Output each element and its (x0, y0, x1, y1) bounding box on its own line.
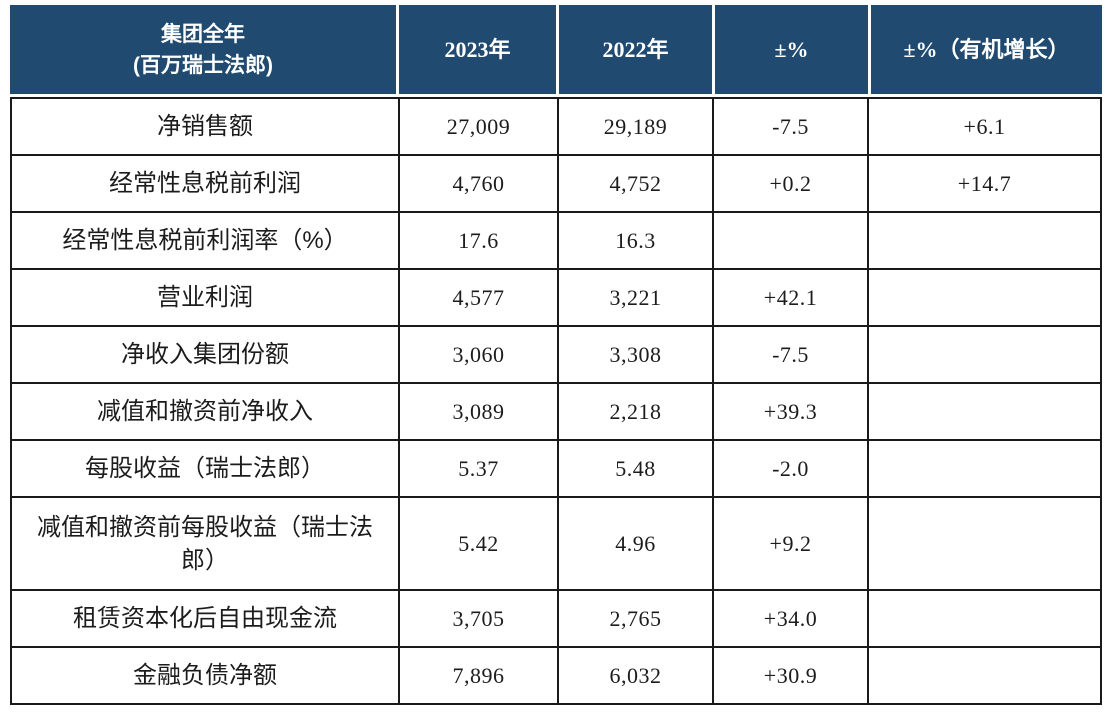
value-organic-pct (869, 270, 1100, 325)
value-2023: 4,760 (400, 156, 557, 211)
value-organic-pct (869, 498, 1100, 589)
header-cell-organic-pct: ±%（有机增长） (871, 5, 1102, 94)
value-change-pct: +42.1 (714, 270, 867, 325)
value-2022: 3,308 (559, 327, 712, 382)
value-2022: 2,765 (559, 591, 712, 646)
row-label-eps-before-impairment: 减值和撤资前每股收益（瑞士法郎） (12, 498, 398, 589)
value-organic-pct (869, 384, 1100, 439)
value-2023: 3,060 (400, 327, 557, 382)
row-label-net-income-group-share: 净收入集团份额 (12, 327, 398, 382)
value-change-pct (714, 213, 867, 268)
value-2022: 4,752 (559, 156, 712, 211)
value-2023: 5.42 (400, 498, 557, 589)
value-2022: 5.48 (559, 441, 712, 496)
value-change-pct: -7.5 (714, 99, 867, 154)
value-change-pct: -7.5 (714, 327, 867, 382)
value-2022: 3,221 (559, 270, 712, 325)
header-cell-change-pct: ±% (715, 5, 868, 94)
row-label-eps: 每股收益（瑞士法郎） (12, 441, 398, 496)
value-organic-pct: +14.7 (869, 156, 1100, 211)
value-change-pct: +9.2 (714, 498, 867, 589)
value-2022: 6,032 (559, 648, 712, 703)
value-organic-pct (869, 327, 1100, 382)
header-cell-2022: 2022年 (559, 5, 712, 94)
value-organic-pct (869, 648, 1100, 703)
value-2023: 3,089 (400, 384, 557, 439)
value-change-pct: +34.0 (714, 591, 867, 646)
table-body: 净销售额 27,009 29,189 -7.5 +6.1 经常性息税前利润 4,… (10, 97, 1102, 705)
table-header-row: 集团全年 (百万瑞士法郎) 2023年 2022年 ±% ±%（有机增长） (10, 5, 1102, 94)
value-2023: 27,009 (400, 99, 557, 154)
row-label-recurring-ebit: 经常性息税前利润 (12, 156, 398, 211)
row-label-net-financial-debt: 金融负债净额 (12, 648, 398, 703)
value-organic-pct (869, 591, 1100, 646)
value-2023: 4,577 (400, 270, 557, 325)
value-organic-pct (869, 213, 1100, 268)
value-2022: 4.96 (559, 498, 712, 589)
value-2023: 3,705 (400, 591, 557, 646)
row-label-net-sales: 净销售额 (12, 99, 398, 154)
value-change-pct: -2.0 (714, 441, 867, 496)
value-organic-pct: +6.1 (869, 99, 1100, 154)
row-label-free-cash-flow: 租赁资本化后自由现金流 (12, 591, 398, 646)
value-2022: 16.3 (559, 213, 712, 268)
header-cell-group-title: 集团全年 (百万瑞士法郎) (10, 5, 396, 94)
value-2022: 29,189 (559, 99, 712, 154)
value-2023: 7,896 (400, 648, 557, 703)
value-2023: 5.37 (400, 441, 557, 496)
value-change-pct: +39.3 (714, 384, 867, 439)
value-organic-pct (869, 441, 1100, 496)
value-2023: 17.6 (400, 213, 557, 268)
value-2022: 2,218 (559, 384, 712, 439)
row-label-operating-profit: 营业利润 (12, 270, 398, 325)
value-change-pct: +30.9 (714, 648, 867, 703)
row-label-net-income-before-impairment: 减值和撤资前净收入 (12, 384, 398, 439)
header-cell-2023: 2023年 (399, 5, 556, 94)
row-label-recurring-ebit-margin: 经常性息税前利润率（%） (12, 213, 398, 268)
value-change-pct: +0.2 (714, 156, 867, 211)
